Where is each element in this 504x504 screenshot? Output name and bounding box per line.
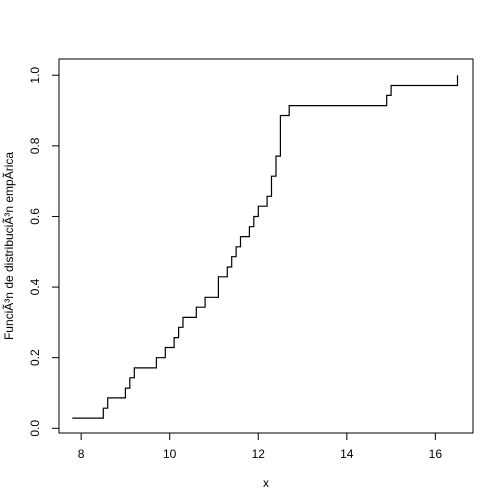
x-axis-title: x [263,476,269,490]
ecdf-step-line [72,75,459,419]
x-tick-label: 10 [163,447,177,461]
y-axis: 0.0 0.2 0.4 0.6 0.8 1.0 [28,67,60,437]
y-tick-label: 0.6 [28,208,42,225]
x-tick-label: 8 [78,447,85,461]
y-tick-label: 0.4 [28,278,42,295]
x-axis: 8 10 12 14 16 [78,432,443,461]
y-tick-label: 0.2 [28,349,42,366]
x-tick-label: 12 [252,447,266,461]
x-tick-label: 14 [340,447,354,461]
y-tick-label: 0.0 [28,420,42,437]
x-tick-label: 16 [429,447,443,461]
y-axis-title: FunciÃ³n de distribuciÃ³n empÃ­rica [2,152,16,340]
y-tick-label: 1.0 [28,67,42,84]
y-tick-label: 0.8 [28,137,42,154]
plot-frame [58,58,474,434]
